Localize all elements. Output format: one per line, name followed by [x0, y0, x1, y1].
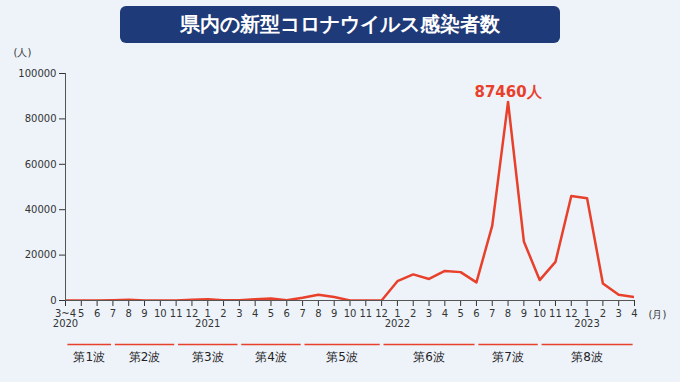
svg-text:60000: 60000 — [25, 159, 57, 170]
svg-text:3~42020: 3~42020 — [53, 308, 78, 329]
svg-text:12: 12 — [564, 307, 578, 319]
svg-text:第2波: 第2波 — [129, 350, 161, 364]
svg-text:4: 4 — [442, 308, 448, 319]
svg-text:10: 10 — [344, 308, 357, 319]
svg-text:10: 10 — [533, 308, 546, 319]
svg-text:5: 5 — [457, 308, 463, 319]
svg-text:12: 12 — [375, 307, 388, 319]
svg-text:2: 2 — [410, 308, 416, 319]
svg-text:8: 8 — [505, 308, 511, 319]
svg-text:3: 3 — [426, 308, 432, 319]
html-text:県内の新型コロナウイルス感染者数: 県内の新型コロナウイルス感染者数 — [180, 12, 500, 36]
svg-text:第3波: 第3波 — [192, 350, 224, 364]
svg-text:第1波: 第1波 — [73, 350, 105, 364]
svg-text:100000: 100000 — [18, 68, 56, 79]
svg-text:8: 8 — [315, 308, 321, 319]
svg-text:11: 11 — [359, 308, 372, 319]
svg-text:2: 2 — [600, 308, 606, 319]
svg-text:8: 8 — [126, 308, 132, 319]
svg-text:9: 9 — [141, 308, 147, 319]
svg-text:20000: 20000 — [25, 249, 57, 260]
svg-text:80000: 80000 — [25, 113, 57, 124]
svg-text:(月): (月) — [649, 309, 667, 320]
svg-text:6: 6 — [94, 308, 100, 319]
svg-text:11: 11 — [549, 308, 562, 319]
svg-text:5: 5 — [268, 308, 274, 319]
svg-text:第7波: 第7波 — [492, 350, 524, 364]
svg-text:第4波: 第4波 — [255, 350, 287, 364]
svg-text:4: 4 — [631, 308, 637, 319]
svg-text:5: 5 — [78, 308, 84, 319]
svg-text:9: 9 — [521, 308, 527, 319]
svg-text:第6波: 第6波 — [413, 350, 445, 364]
svg-text:7: 7 — [299, 308, 305, 319]
svg-text:2: 2 — [220, 308, 226, 319]
svg-text:6: 6 — [473, 308, 479, 319]
svg-text:4: 4 — [252, 308, 258, 319]
svg-text:第5波: 第5波 — [326, 350, 358, 364]
svg-text:(人): (人) — [14, 47, 32, 58]
svg-text:12021: 12021 — [195, 308, 220, 329]
svg-text:12023: 12023 — [574, 308, 599, 329]
svg-text:7: 7 — [110, 308, 116, 319]
svg-text:第8波: 第8波 — [571, 350, 603, 364]
svg-text:12: 12 — [185, 307, 199, 319]
svg-text:7: 7 — [489, 308, 495, 319]
svg-text:6: 6 — [284, 308, 290, 319]
svg-text:10: 10 — [154, 308, 167, 319]
svg-text:3: 3 — [236, 308, 242, 319]
svg-text:9: 9 — [331, 308, 337, 319]
svg-text:11: 11 — [170, 308, 183, 319]
svg-text:12022: 12022 — [385, 308, 410, 329]
svg-text:40000: 40000 — [25, 204, 57, 215]
svg-text:87460人: 87460人 — [474, 83, 542, 101]
svg-text:3: 3 — [616, 308, 622, 319]
svg-text:0: 0 — [50, 295, 56, 306]
